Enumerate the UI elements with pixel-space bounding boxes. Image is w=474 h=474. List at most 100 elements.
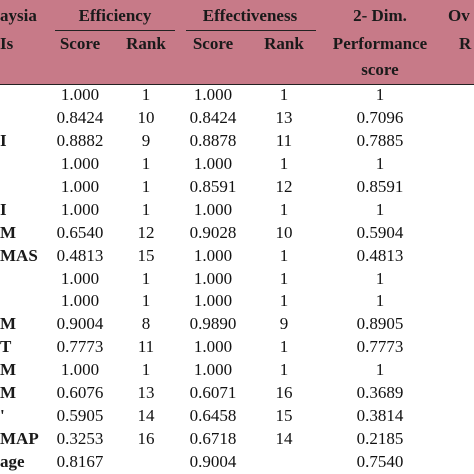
table-cell: 9 (279, 314, 289, 334)
table-cell: 15 (137, 245, 155, 265)
group-underline (55, 30, 175, 31)
table-cell: 1.000 (60, 268, 100, 288)
table-cell: 0.9028 (189, 222, 237, 242)
table-cell: 0.5905 (56, 406, 104, 426)
table-cell: 1.000 (60, 360, 100, 380)
header-cell: Score (59, 34, 101, 53)
header-cell: Is (0, 34, 14, 53)
table-cell: 12 (275, 176, 293, 196)
table-cell: 0.8167 (56, 452, 104, 472)
table-cell: 1.000 (193, 199, 233, 219)
table-cell: 0.6076 (56, 383, 104, 403)
table-cell: 0.7773 (56, 337, 104, 357)
table-cell: 0.7096 (356, 107, 404, 127)
table-cell: 1.000 (60, 291, 100, 311)
table-cell: 0.8905 (356, 314, 404, 334)
table-cell: 0.9004 (56, 314, 104, 334)
table-cell: 0.6540 (56, 222, 104, 242)
table-cell: 0.6458 (189, 406, 237, 426)
table-cell: 1.000 (193, 245, 233, 265)
table-cell: 8 (141, 314, 151, 334)
row-label: M (0, 222, 17, 242)
table-cell: 0.7773 (356, 337, 404, 357)
header-cell: Rank (126, 34, 166, 53)
table-cell: 1.000 (193, 291, 233, 311)
table-cell: 0.6071 (189, 383, 237, 403)
table-cell: 1 (375, 85, 385, 104)
table-cell: 1 (279, 85, 289, 104)
table-cell: 12 (137, 222, 155, 242)
row-label: MAP (0, 429, 39, 449)
table-cell: 1 (279, 337, 289, 357)
table-cell: 1.000 (193, 153, 233, 173)
table-cell: 0.4813 (56, 245, 104, 265)
table-cell: 1 (279, 268, 289, 288)
table-cell: 0.8424 (56, 107, 104, 127)
table-cell: 1 (279, 291, 289, 311)
table-cell: 0.3689 (356, 383, 404, 403)
table-cell: 10 (137, 107, 155, 127)
header-band (0, 0, 474, 84)
table-cell: 1 (279, 360, 289, 380)
table-cell: 1.000 (193, 337, 233, 357)
row-label: ' (0, 406, 5, 426)
table-cell: 10 (275, 222, 293, 242)
table-cell: 1 (279, 153, 289, 173)
table-cell: 1.000 (193, 85, 233, 104)
table-cell: 0.3253 (56, 429, 104, 449)
table-cell: 1.000 (60, 176, 100, 196)
header-cell: aysia (0, 6, 37, 25)
table-cell: 0.8591 (189, 176, 237, 196)
group-underline (186, 30, 316, 31)
table-cell: 0.7885 (356, 130, 404, 150)
row-label: M (0, 314, 17, 334)
row-label: T (0, 337, 12, 357)
row-label: MAS (0, 245, 38, 265)
table-cell: 1.000 (193, 360, 233, 380)
table-cell: 1 (141, 85, 151, 104)
table-cell: 0.8591 (356, 176, 404, 196)
table-cell: 9 (141, 130, 151, 150)
table-cell: 16 (137, 429, 155, 449)
table-cell: 0.8878 (189, 130, 237, 150)
table-cell: 1 (141, 360, 151, 380)
table-cell: 13 (137, 383, 155, 403)
table-cell: 1 (141, 153, 151, 173)
table-cell: 1.000 (60, 199, 100, 219)
header-cell: score (361, 60, 399, 79)
table-cell: 1.000 (60, 85, 100, 104)
table-cell: 1 (279, 199, 289, 219)
table-cell: 11 (137, 337, 155, 357)
header-cell: Rank (264, 34, 304, 53)
table-cell: 1 (375, 360, 385, 380)
header-cell: Ov (448, 6, 470, 25)
table-cell: 1.000 (60, 153, 100, 173)
table-cell: 1 (375, 199, 385, 219)
row-label: M (0, 360, 17, 380)
table-cell: 14 (275, 429, 293, 449)
header-cell: Score (192, 34, 234, 53)
header-cell: R (459, 34, 472, 53)
table-cell: 1 (375, 268, 385, 288)
row-label: M (0, 383, 17, 403)
table-cell: 0.8882 (56, 130, 104, 150)
table-cell: 0.7540 (356, 452, 404, 472)
table-cell: 1 (375, 153, 385, 173)
header-cell: 2- Dim. (353, 6, 407, 25)
header-cell: Efficiency (78, 6, 152, 25)
table-cell: 13 (275, 107, 293, 127)
table-cell: 1 (141, 199, 151, 219)
table-cell: 16 (275, 383, 293, 403)
header-rule (0, 84, 474, 85)
table-cell: 1 (279, 245, 289, 265)
table-cell: 0.5904 (356, 222, 404, 242)
table-cell: 0.9004 (189, 452, 237, 472)
table-cell: 11 (275, 130, 293, 150)
row-label: age (0, 452, 25, 472)
table-cell: 1 (375, 291, 385, 311)
table-cell: 0.4813 (356, 245, 404, 265)
table-cell: 1 (141, 176, 151, 196)
row-label: I (0, 130, 7, 150)
table-cell: 0.2185 (356, 429, 404, 449)
